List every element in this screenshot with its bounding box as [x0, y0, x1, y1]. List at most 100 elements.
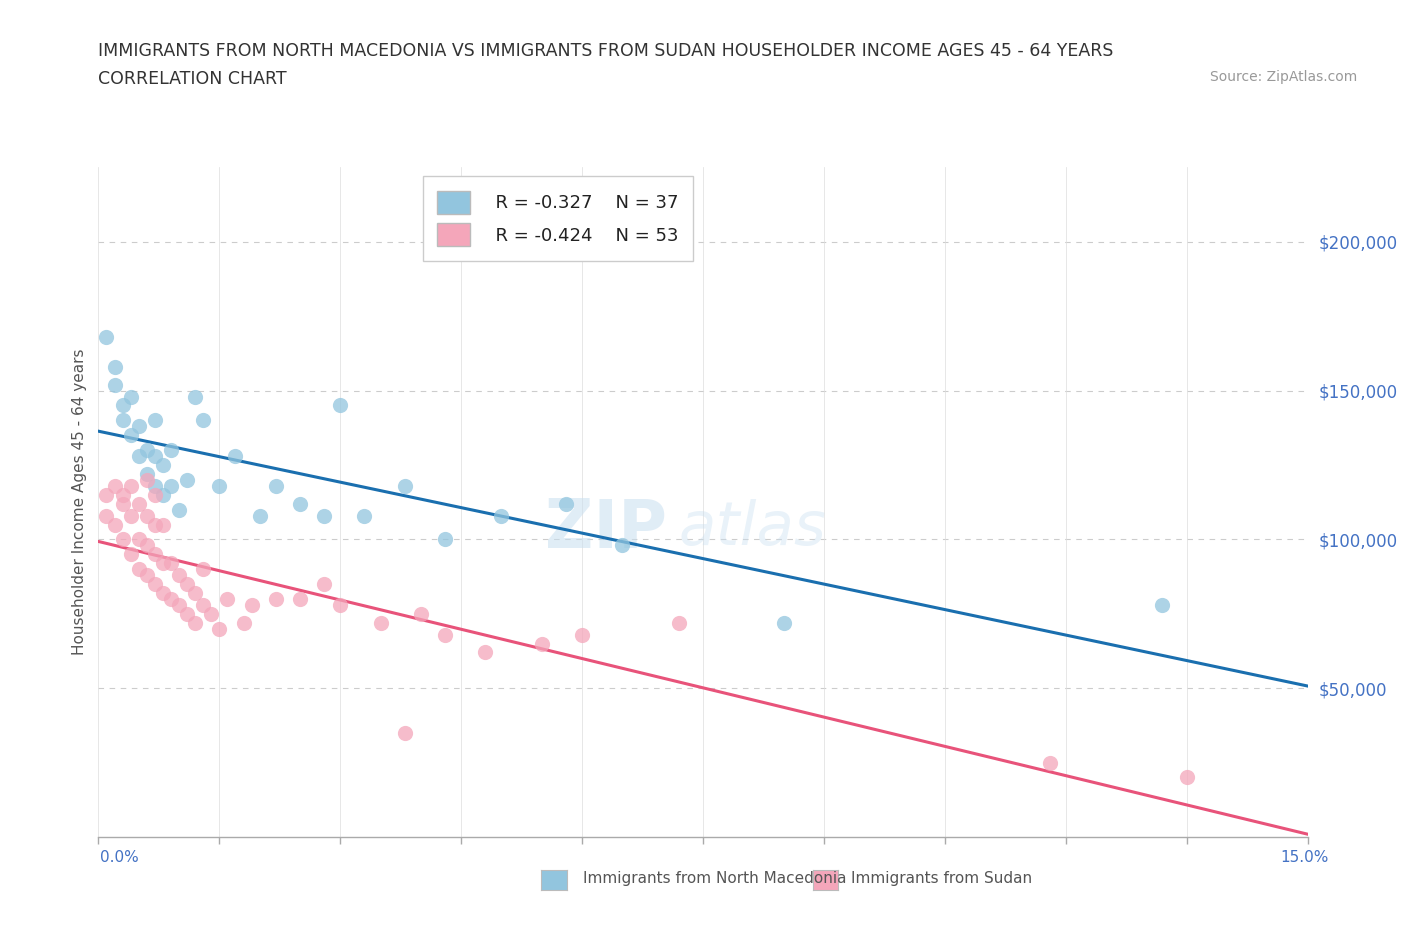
Point: [474, 645, 496, 660]
Point: [555, 497, 578, 512]
Point: [1039, 755, 1062, 770]
Point: [224, 448, 246, 463]
Point: [120, 428, 142, 443]
Point: [772, 616, 794, 631]
Point: [530, 636, 553, 651]
Point: [152, 517, 174, 532]
Y-axis label: Householder Income Ages 45 - 64 years: Householder Income Ages 45 - 64 years: [72, 349, 87, 656]
Point: [160, 443, 183, 458]
Point: [143, 487, 166, 502]
Point: [409, 606, 432, 621]
Point: [103, 517, 125, 532]
Point: [176, 472, 198, 487]
Point: [329, 398, 352, 413]
Point: [193, 562, 215, 577]
Point: [128, 532, 150, 547]
Point: [135, 467, 157, 482]
Point: [232, 616, 254, 631]
Point: [103, 359, 125, 374]
Point: [111, 413, 134, 428]
Point: [143, 448, 166, 463]
Point: [128, 418, 150, 433]
Point: [184, 586, 207, 601]
Point: [208, 621, 231, 636]
Point: [152, 458, 174, 472]
Point: [434, 627, 457, 642]
Text: atlas: atlas: [679, 499, 827, 559]
Point: [160, 556, 183, 571]
Point: [120, 389, 142, 404]
Point: [208, 478, 231, 493]
Point: [135, 508, 157, 523]
Point: [612, 538, 634, 552]
Point: [135, 567, 157, 582]
Text: 15.0%: 15.0%: [1281, 850, 1329, 865]
Point: [668, 616, 690, 631]
Point: [184, 389, 207, 404]
Point: [314, 577, 336, 591]
Point: [111, 532, 134, 547]
Point: [111, 398, 134, 413]
Point: [135, 538, 157, 552]
Point: [128, 448, 150, 463]
Point: [167, 502, 190, 517]
Point: [143, 577, 166, 591]
Point: [143, 413, 166, 428]
Point: [152, 556, 174, 571]
Point: [103, 478, 125, 493]
Point: [200, 606, 222, 621]
Point: [96, 487, 118, 502]
Point: [353, 508, 375, 523]
Point: [103, 378, 125, 392]
Point: [143, 517, 166, 532]
Point: [370, 616, 392, 631]
Point: [160, 478, 183, 493]
Point: [394, 478, 416, 493]
Point: [434, 532, 457, 547]
Point: [314, 508, 336, 523]
Point: [193, 413, 215, 428]
Point: [135, 443, 157, 458]
Legend:   R = -0.327    N = 37,   R = -0.424    N = 53: R = -0.327 N = 37, R = -0.424 N = 53: [423, 177, 693, 260]
Text: IMMIGRANTS FROM NORTH MACEDONIA VS IMMIGRANTS FROM SUDAN HOUSEHOLDER INCOME AGES: IMMIGRANTS FROM NORTH MACEDONIA VS IMMIG…: [98, 42, 1114, 60]
Point: [152, 586, 174, 601]
Point: [135, 472, 157, 487]
Point: [571, 627, 593, 642]
Point: [143, 478, 166, 493]
Text: 0.0%: 0.0%: [100, 850, 139, 865]
Point: [329, 597, 352, 612]
Point: [491, 508, 513, 523]
Point: [111, 487, 134, 502]
Text: Immigrants from Sudan: Immigrants from Sudan: [851, 871, 1032, 886]
Point: [167, 597, 190, 612]
Point: [120, 508, 142, 523]
Point: [120, 478, 142, 493]
Text: CORRELATION CHART: CORRELATION CHART: [98, 70, 287, 87]
Point: [1175, 770, 1198, 785]
Point: [264, 591, 287, 606]
Point: [249, 508, 271, 523]
Point: [96, 329, 118, 344]
Point: [193, 597, 215, 612]
Point: [264, 478, 287, 493]
Point: [217, 591, 239, 606]
Text: ZIP: ZIP: [544, 496, 666, 562]
Text: Immigrants from North Macedonia: Immigrants from North Macedonia: [583, 871, 846, 886]
Point: [160, 591, 183, 606]
Point: [128, 562, 150, 577]
Point: [184, 616, 207, 631]
Point: [96, 508, 118, 523]
Point: [394, 725, 416, 740]
Point: [176, 577, 198, 591]
Point: [128, 497, 150, 512]
Point: [152, 487, 174, 502]
Point: [176, 606, 198, 621]
Point: [288, 591, 311, 606]
Text: Source: ZipAtlas.com: Source: ZipAtlas.com: [1209, 70, 1357, 84]
Point: [111, 497, 134, 512]
Point: [1152, 597, 1174, 612]
Point: [240, 597, 263, 612]
Point: [143, 547, 166, 562]
Point: [288, 497, 311, 512]
Point: [167, 567, 190, 582]
